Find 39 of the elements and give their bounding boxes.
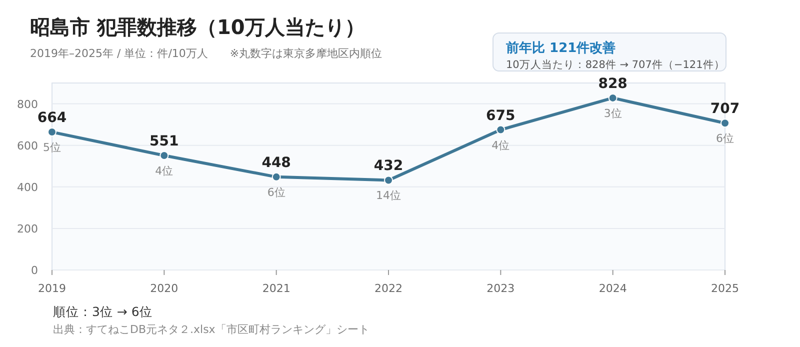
point	[720, 118, 730, 128]
data-label: 551	[150, 134, 179, 150]
point	[272, 172, 281, 182]
point	[384, 176, 393, 185]
chart-subtitle: 2019年–2025年 / 単位：件/10万人 ※丸数字は東京多摩地区内順位	[30, 47, 382, 60]
source-note: 出典：すてねこDB元ネタ２.xlsx「市区町村ランキング」シート	[53, 323, 370, 336]
x-tick-label: 2021	[262, 282, 290, 295]
data-label: 448	[262, 154, 291, 171]
data-label: 664	[37, 110, 67, 126]
x-tick-label: 2022	[374, 282, 402, 295]
annotation: 3位	[604, 106, 622, 120]
x-tick-label: 2024	[598, 282, 627, 295]
y-tick-label: 200	[17, 222, 38, 236]
point	[160, 151, 169, 160]
data-label: 828	[598, 76, 628, 92]
point	[608, 93, 618, 102]
annotation: 6位	[716, 132, 734, 146]
annotation: 4位	[492, 138, 510, 152]
data-label: 432	[374, 158, 404, 174]
data-label: 707	[710, 101, 740, 118]
x-tick-label: 2020	[150, 282, 178, 295]
y-tick-label: 0	[31, 264, 38, 277]
text: 前年比 121件改善	[505, 40, 616, 56]
annotation: 6位	[267, 186, 286, 199]
point	[496, 125, 506, 134]
annotation: 5位	[43, 141, 61, 154]
text: 順位：3位 → 6位	[53, 304, 152, 319]
annotation: 4位	[155, 164, 174, 178]
chart-title: 昭島市 犯罪数推移（10万人当たり）	[30, 15, 365, 39]
y-tick-label: 800	[17, 98, 38, 111]
y-tick-label: 600	[17, 139, 38, 152]
data-label: 675	[486, 108, 516, 124]
x-tick-label: 2025	[711, 282, 739, 295]
y-tick-label: 400	[17, 180, 38, 194]
point	[48, 128, 56, 137]
x-tick-label: 2023	[486, 282, 515, 295]
annotation: 14位	[376, 189, 401, 202]
x-tick-label: 2019	[38, 282, 66, 295]
text: 10万人当たり：828件 → 707件（−121件）	[506, 59, 725, 71]
